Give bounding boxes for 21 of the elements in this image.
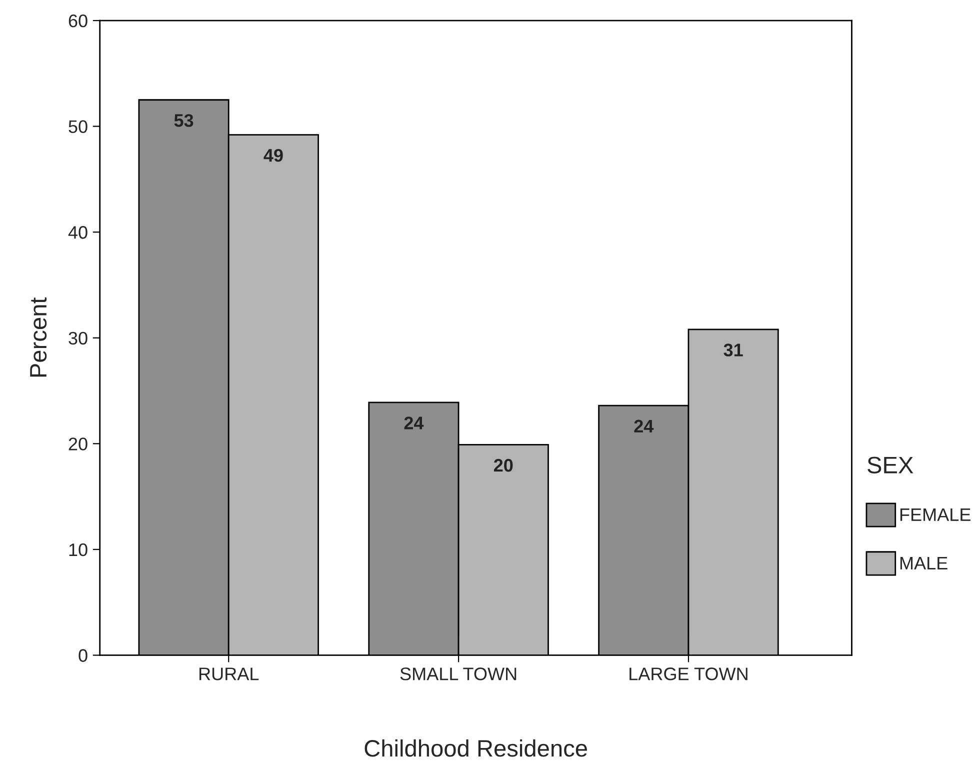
x-tick-label: RURAL (200, 668, 259, 680)
data-label: 24 (404, 416, 424, 430)
y-tick-label: 20 (68, 438, 88, 450)
legend-title: SEX (868, 456, 914, 474)
data-label: 24 (634, 420, 654, 432)
legend-label: MALE (900, 556, 948, 570)
y-tick-label: 10 (69, 543, 88, 556)
y-tick-label: 50 (68, 120, 88, 134)
x-tick-label: SMALL TOWN (400, 668, 516, 680)
data-label: 20 (494, 458, 513, 472)
data-label: 31 (724, 344, 743, 356)
data-label: 49 (264, 148, 283, 162)
y-axis-title: Percent (30, 297, 47, 377)
y-tick-label: 60 (68, 14, 88, 28)
legend-label: FEMALE (900, 508, 970, 521)
y-tick-label: 40 (68, 226, 88, 239)
x-axis-title: Childhood Residence (364, 739, 587, 757)
y-tick-label: 30 (68, 332, 88, 345)
data-label: 53 (174, 114, 194, 127)
y-tick-label: 0 (78, 649, 88, 662)
x-tick-label: LARGE TOWN (630, 668, 748, 680)
